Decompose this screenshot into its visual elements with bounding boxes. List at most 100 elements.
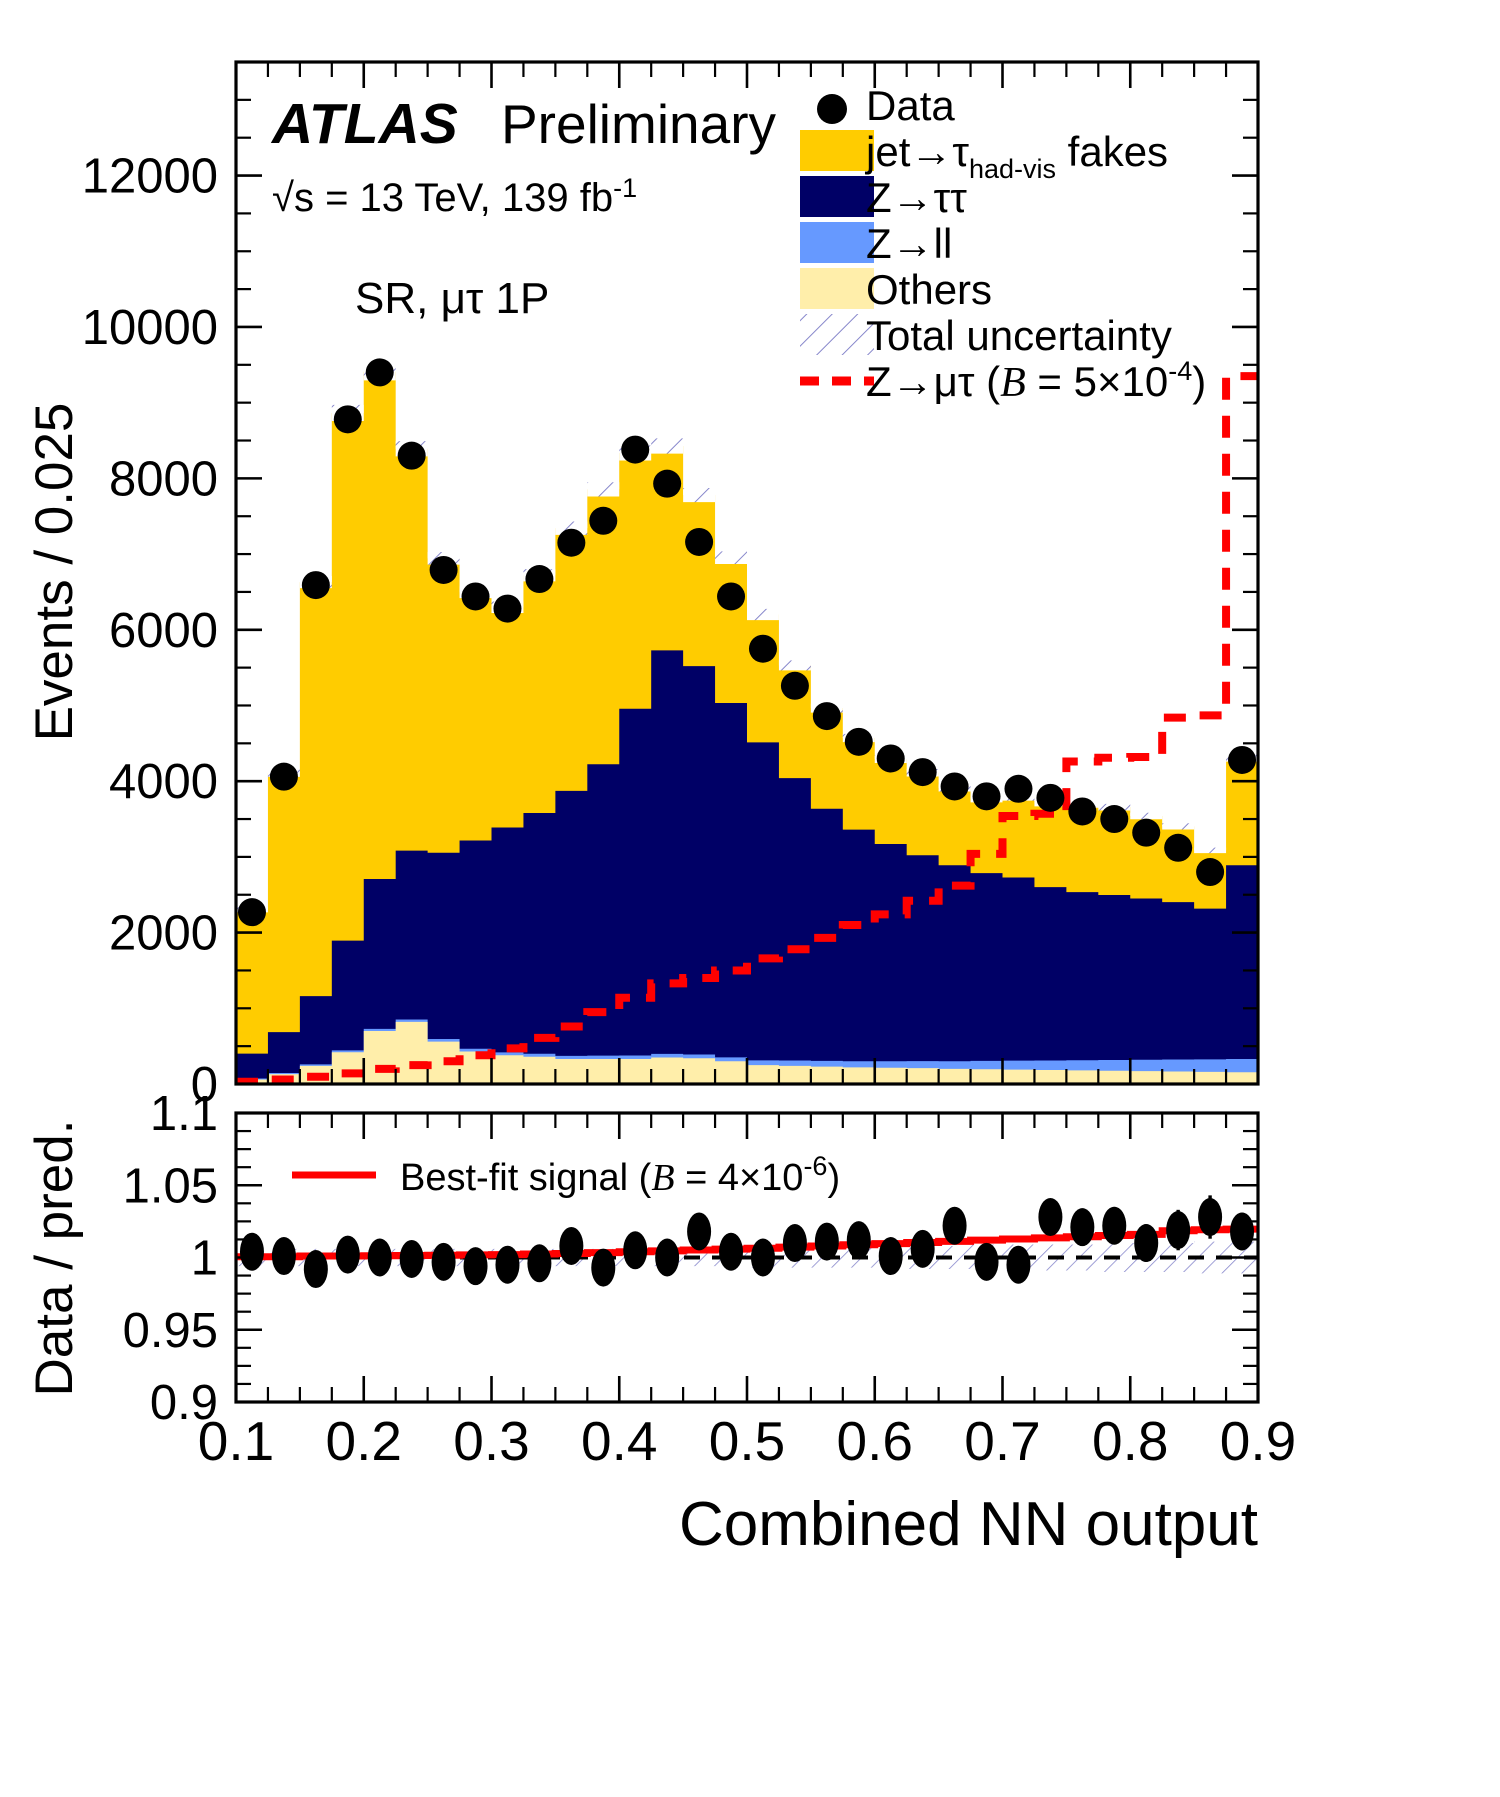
x-tick-label: 0.8 xyxy=(1092,1410,1168,1472)
ratio-point-marker xyxy=(846,1221,871,1260)
legend-swatch-2 xyxy=(800,176,874,217)
region-label: SR, μτ 1P xyxy=(355,274,549,323)
ratio-point-marker xyxy=(367,1238,392,1277)
data-point-marker xyxy=(269,762,298,791)
data-point-marker xyxy=(1132,818,1161,847)
ratio-point-marker xyxy=(1070,1208,1095,1247)
ratio-point-marker xyxy=(527,1244,552,1283)
main-histogram-panel: 0 2000 4000 6000 8000 10000 12000 xyxy=(82,60,1260,1112)
x-tick-label: 0.2 xyxy=(326,1410,402,1472)
ratio-data-points xyxy=(239,1195,1255,1289)
ratio-x-axis-ticks: 0.1 0.2 0.3 0.4 0.5 0.6 0.7 0.8 0.9 xyxy=(198,1113,1296,1472)
data-point-marker xyxy=(365,358,394,387)
preliminary-label: Preliminary xyxy=(501,93,777,155)
ratio-point-marker xyxy=(655,1238,680,1277)
y-tick-label: 6000 xyxy=(109,604,218,658)
legend-label-0: Data xyxy=(866,82,955,129)
ratio-point-marker xyxy=(750,1238,775,1277)
legend-swatch-1 xyxy=(800,130,874,171)
ratio-point-marker xyxy=(399,1239,424,1278)
ratio-point-marker xyxy=(1166,1211,1191,1250)
legend-label-2: Z→ττ xyxy=(866,174,967,221)
ratio-legend: Best-fit signal (B = 4×10-6) xyxy=(292,1151,840,1199)
x-tick-label: 0.5 xyxy=(709,1410,785,1472)
ratio-y-tick-label: 1.05 xyxy=(123,1159,218,1213)
x-axis-title: Combined NN output xyxy=(679,1490,1258,1559)
ratio-point-marker xyxy=(1198,1198,1223,1237)
data-point-marker xyxy=(1228,745,1257,774)
ratio-point-marker xyxy=(303,1250,328,1289)
legend-label-5: Total uncertainty xyxy=(866,312,1172,359)
y-tick-label: 12000 xyxy=(82,150,218,204)
data-point-marker xyxy=(653,469,682,498)
data-point-marker xyxy=(1036,783,1065,812)
data-point-marker xyxy=(461,582,490,611)
data-point-marker xyxy=(1100,805,1129,834)
ratio-point-marker xyxy=(814,1222,839,1261)
x-tick-label: 0.1 xyxy=(198,1410,274,1472)
ratio-point-marker xyxy=(431,1242,456,1281)
data-point-marker xyxy=(812,702,841,731)
data-point-marker xyxy=(780,671,809,700)
x-tick-label: 0.6 xyxy=(837,1410,913,1472)
ratio-point-marker xyxy=(1134,1224,1159,1263)
energy-luminosity-label: √s = 13 TeV, 139 fb-1 xyxy=(272,173,637,220)
ratio-panel: 0.9 0.95 1 1.05 1.1 0.1 0.2 0.3 0.4 0.5 0.6 0.7 0.8… xyxy=(123,1087,1297,1472)
data-point-marker xyxy=(397,441,426,470)
x-tick-label: 0.7 xyxy=(964,1410,1040,1472)
x-tick-label: 0.4 xyxy=(581,1410,657,1472)
data-point-marker xyxy=(685,527,714,556)
data-point-marker xyxy=(237,898,266,927)
legend-label-4: Others xyxy=(866,266,992,313)
ratio-point-marker xyxy=(910,1229,935,1268)
y-axis-title-ratio: Data / pred. xyxy=(25,1120,84,1397)
ratio-point-marker xyxy=(942,1206,967,1245)
data-point-marker xyxy=(748,634,777,663)
ratio-point-marker xyxy=(719,1232,744,1271)
legend-swatch-3 xyxy=(800,222,874,263)
x-tick-label: 0.3 xyxy=(453,1410,529,1472)
ratio-point-marker xyxy=(878,1237,903,1276)
y-axis-title-main: Events / 0.025 xyxy=(25,403,84,742)
ratio-point-marker xyxy=(782,1224,807,1263)
y-tick-label: 8000 xyxy=(109,452,218,506)
data-point-marker xyxy=(333,405,362,434)
legend-swatch-uncertainty xyxy=(800,314,874,355)
legend-label-6: Z→μτ (B = 5×10-4) xyxy=(866,356,1206,406)
ratio-point-marker xyxy=(1230,1212,1255,1251)
ratio-y-tick-label: 1.1 xyxy=(150,1087,218,1141)
ratio-y-tick-label: 0.95 xyxy=(123,1304,218,1358)
data-point-marker xyxy=(589,506,618,535)
data-point-marker xyxy=(717,582,746,611)
signal-overlay-curve xyxy=(236,372,1258,1084)
ratio-point-marker xyxy=(1006,1245,1031,1284)
ratio-point-marker xyxy=(271,1237,296,1276)
ratio-point-marker xyxy=(1038,1198,1063,1237)
signal-step-curve xyxy=(236,372,1258,1084)
data-point-marker xyxy=(1196,858,1225,887)
legend-label-3: Z→ll xyxy=(866,220,952,267)
x-tick-label: 0.9 xyxy=(1220,1410,1296,1472)
data-point-marker xyxy=(940,772,969,801)
main-axis-frame xyxy=(234,60,1260,1086)
ratio-point-marker xyxy=(335,1235,360,1274)
data-point-marker xyxy=(908,758,937,787)
data-point-marker xyxy=(972,782,1001,811)
ratio-legend-label: Best-fit signal (B = 4×10-6) xyxy=(400,1151,840,1199)
data-point-marker xyxy=(1164,833,1193,862)
main-y-axis-ticks: 0 2000 4000 6000 8000 10000 12000 xyxy=(82,60,1258,1112)
ratio-y-tick-label: 0.9 xyxy=(150,1376,218,1430)
data-point-marker xyxy=(301,571,330,600)
ratio-point-marker xyxy=(495,1245,520,1284)
y-tick-label: 2000 xyxy=(109,907,218,961)
data-point-marker xyxy=(876,744,905,773)
data-point-marker xyxy=(429,555,458,584)
data-point-marker xyxy=(493,594,522,623)
y-tick-label: 0 xyxy=(191,1058,218,1112)
data-point-marker xyxy=(557,528,586,557)
ratio-point-marker xyxy=(591,1248,616,1287)
data-points-group xyxy=(237,358,1257,927)
ratio-point-marker xyxy=(974,1242,999,1281)
